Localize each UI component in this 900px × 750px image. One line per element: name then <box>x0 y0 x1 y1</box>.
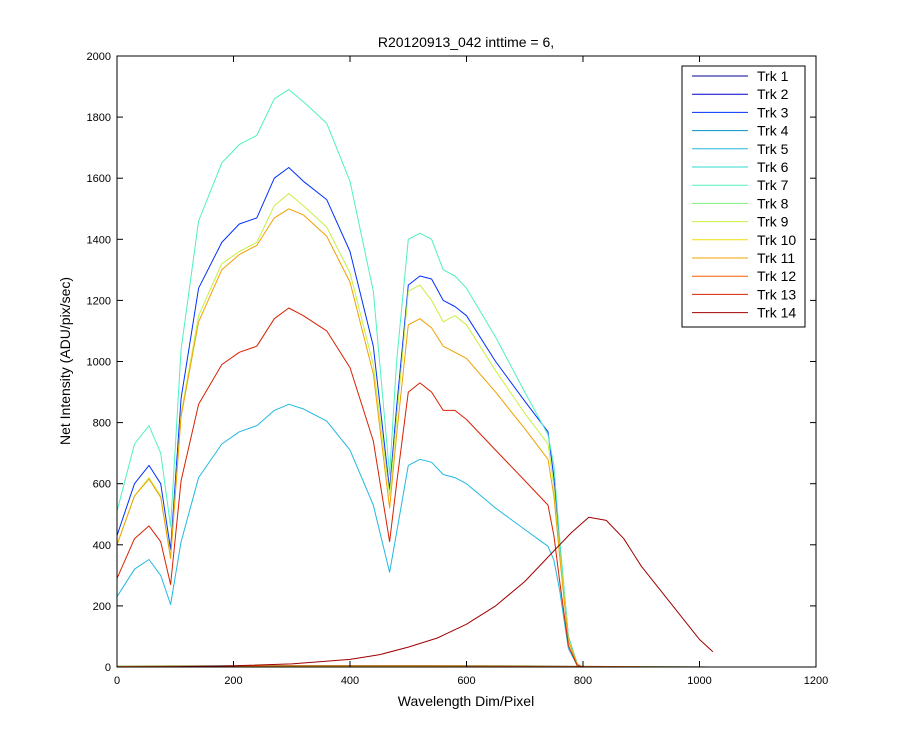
y-axis-label: Net Intensity (ADU/pix/sec) <box>57 277 73 445</box>
series-line-trk-9 <box>116 193 713 668</box>
legend-label: Trk 1 <box>757 68 789 84</box>
y-tick-label: 2000 <box>87 51 111 63</box>
y-tick-label: 400 <box>93 540 111 552</box>
series-line-trk-7 <box>116 89 713 668</box>
x-axis-label: Wavelength Dim/Pixel <box>398 693 534 709</box>
y-tick-label: 1000 <box>87 357 111 369</box>
y-tick-label: 0 <box>105 662 111 674</box>
y-tick-label: 600 <box>93 479 111 491</box>
x-tick-label: 600 <box>457 675 475 687</box>
legend-label: Trk 11 <box>757 250 795 266</box>
legend-label: Trk 9 <box>757 214 789 230</box>
x-tick-label: 800 <box>574 675 592 687</box>
y-tick-label: 1200 <box>87 295 111 307</box>
legend-box <box>681 65 806 328</box>
y-tick-label: 1400 <box>87 234 111 246</box>
legend-label: Trk 4 <box>757 123 789 139</box>
y-tick-label: 800 <box>93 418 111 430</box>
legend: Trk 1 Trk 2 Trk 3 Trk 4 Trk 5 Trk 6 Trk 7 Trk 8… <box>681 65 806 328</box>
legend-label: Trk 14 <box>757 305 796 321</box>
y-tick-label: 1800 <box>87 112 111 124</box>
x-tick-label: 400 <box>341 675 359 687</box>
series-line-trk-11 <box>116 208 713 668</box>
legend-label: Trk 2 <box>757 86 789 102</box>
y-tick-label: 1600 <box>87 173 111 185</box>
legend-label: Trk 8 <box>757 195 789 211</box>
series-line-trk-5 <box>116 403 713 668</box>
x-tick-label: 0 <box>114 675 120 687</box>
chart-title: R20120913_042 inttime = 6, <box>378 34 554 50</box>
legend-label: Trk 10 <box>757 232 796 248</box>
y-tick-label: 200 <box>93 601 111 613</box>
legend-label: Trk 3 <box>757 104 789 120</box>
series-line-trk-13 <box>116 307 713 668</box>
x-tick-label: 1200 <box>804 675 828 687</box>
legend-label: Trk 6 <box>757 159 789 175</box>
legend-label: Trk 13 <box>757 286 796 302</box>
legend-label: Trk 5 <box>757 141 789 157</box>
x-tick-label: 200 <box>224 675 242 687</box>
ticks-layer: 0 200 400 600 800 1000 1200 0 200 400 600 800 1000 12… <box>87 51 829 687</box>
x-tick-label: 1000 <box>687 675 711 687</box>
legend-label: Trk 12 <box>757 268 796 284</box>
legend-label: Trk 7 <box>757 177 789 193</box>
series-line-trk-3 <box>116 167 713 668</box>
series-line-trk-14 <box>116 516 714 668</box>
